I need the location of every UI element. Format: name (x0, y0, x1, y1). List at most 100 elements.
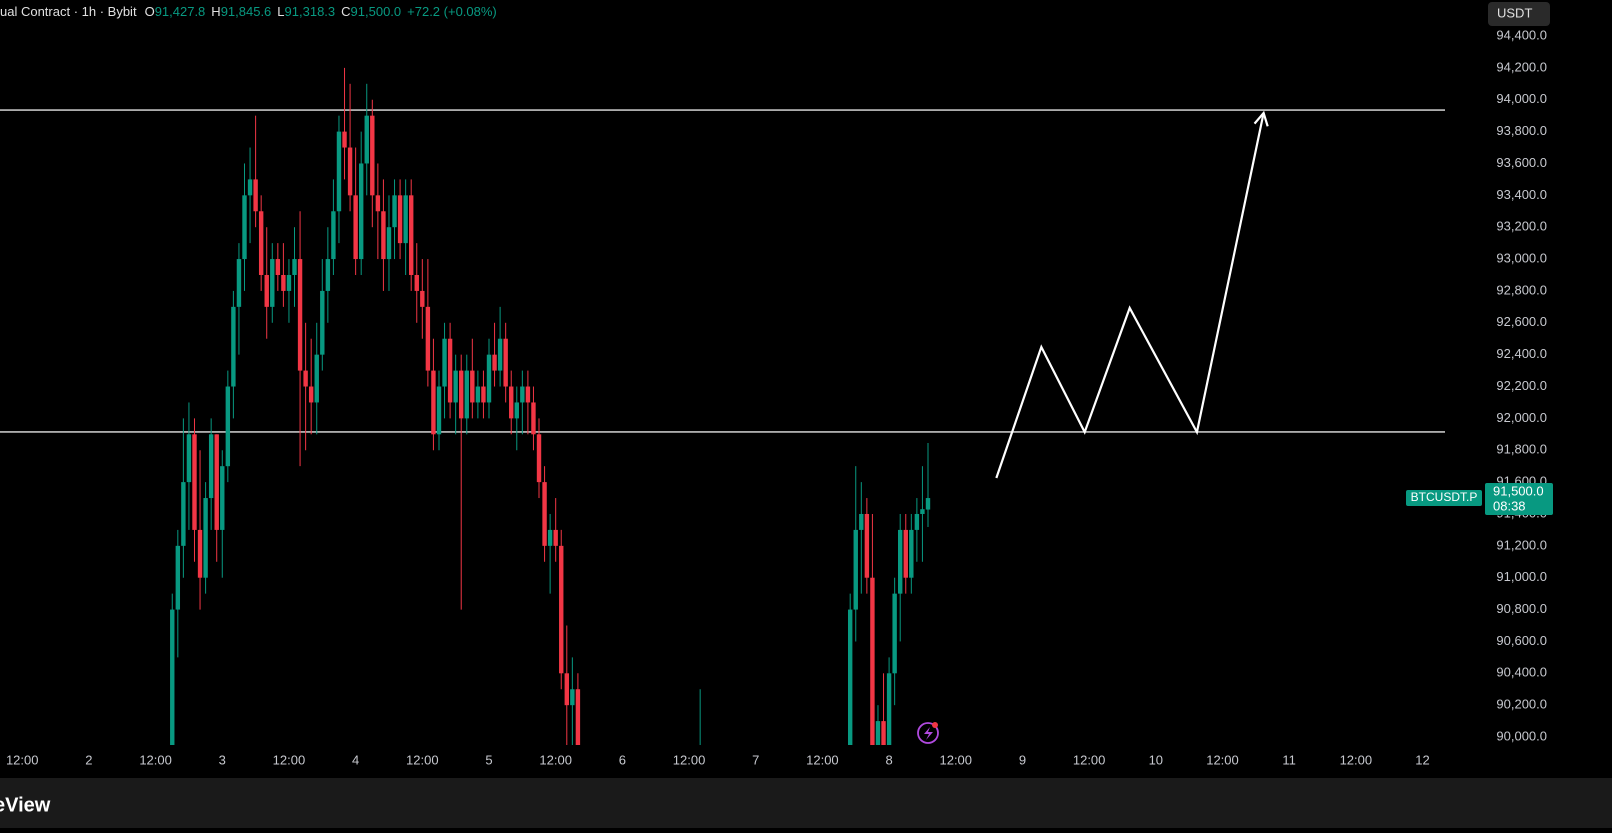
candle-body (864, 513, 870, 578)
x-tick-label: 10 (1149, 752, 1163, 767)
candle-body (170, 609, 175, 745)
candle-body (297, 259, 303, 371)
symbol-tag: BTCUSDT.P (1411, 490, 1478, 504)
header-value: 91,318.3 (285, 4, 336, 19)
candle-body (303, 370, 308, 387)
x-tick-label: 12 (1415, 752, 1429, 767)
x-tick-label: 8 (885, 752, 892, 767)
symbol-tag-box (1406, 490, 1482, 507)
candle-body (542, 482, 547, 546)
candle-body (559, 545, 564, 674)
event-icon[interactable] (917, 722, 939, 744)
footer-brand: eView (0, 794, 51, 816)
candle-body (292, 259, 297, 275)
candle-body (475, 386, 481, 403)
candle-body (442, 338, 447, 387)
candle-body (920, 509, 925, 514)
x-tick-label: 12:00 (1073, 752, 1106, 767)
x-tick-label: 12:00 (406, 752, 439, 767)
candle-body (459, 370, 464, 419)
candle-body (392, 195, 397, 228)
candle-body (347, 147, 353, 196)
header-key: O (145, 4, 155, 19)
y-tick-label: 92,600.0 (1496, 314, 1547, 329)
header: ual Contract · 1h · Bybit O91,427.8 H91,84… (0, 4, 497, 19)
candle-body (331, 211, 336, 260)
candle-body (553, 529, 558, 546)
candle-body (464, 370, 469, 419)
candle-body (453, 370, 458, 403)
projection-path (995, 112, 1265, 479)
candle-body (264, 274, 269, 307)
candle-body (886, 673, 892, 745)
y-tick-label: 93,600.0 (1496, 155, 1547, 170)
candle-body (242, 195, 247, 260)
x-tick-label: 12:00 (139, 752, 172, 767)
candle-body (470, 370, 475, 403)
x-tick-label: 2 (85, 752, 92, 767)
x-tick-label: 3 (219, 752, 226, 767)
candle-body (397, 195, 403, 244)
footer-bar (0, 778, 1612, 828)
y-tick-label: 91,000.0 (1496, 569, 1547, 584)
candle-body (503, 338, 508, 387)
candle-body (414, 274, 419, 291)
candle-body (925, 498, 931, 510)
candle-body (547, 529, 553, 546)
candle-body (525, 386, 531, 403)
candle-body (375, 195, 381, 212)
candle-body (192, 434, 197, 530)
candle-body (275, 259, 281, 275)
candle-body (536, 434, 542, 483)
y-tick-label: 90,400.0 (1496, 665, 1547, 680)
header-value: 91,427.8 (155, 4, 206, 19)
currency-box[interactable] (1488, 2, 1550, 26)
candle-body (914, 513, 920, 530)
candle-body (492, 354, 497, 371)
x-tick-label: 5 (485, 752, 492, 767)
candle-body (186, 434, 192, 483)
candle-body (342, 131, 347, 148)
x-tick-label: 9 (1019, 752, 1026, 767)
candle-body (270, 259, 275, 307)
y-tick-label: 93,400.0 (1496, 187, 1547, 202)
y-tick-label: 90,000.0 (1496, 728, 1547, 743)
arrow-head (1253, 110, 1269, 127)
y-tick-label: 94,400.0 (1496, 27, 1547, 42)
y-tick-label: 94,000.0 (1496, 91, 1547, 106)
countdown: 08:38 (1493, 498, 1526, 513)
y-tick-label: 91,200.0 (1496, 537, 1547, 552)
candle-body (247, 179, 253, 196)
y-tick-label: 90,800.0 (1496, 601, 1547, 616)
candle-body (425, 306, 431, 371)
candle-body (175, 545, 181, 610)
candle-body (358, 163, 364, 260)
candle-body (197, 529, 203, 578)
y-tick-label: 92,200.0 (1496, 378, 1547, 393)
candle-body (575, 689, 581, 745)
candle-body (481, 386, 486, 403)
y-tick-label: 92,400.0 (1496, 346, 1547, 361)
candle-body (531, 402, 536, 435)
x-tick-label: 7 (752, 752, 759, 767)
candle-body (370, 115, 375, 196)
candle-body (220, 466, 225, 530)
x-tick-label: 12:00 (6, 752, 39, 767)
header-title: ual Contract · 1h · Bybit (0, 4, 137, 19)
candle-body (325, 259, 331, 291)
y-tick-label: 91,800.0 (1496, 442, 1547, 457)
candle-body (514, 402, 519, 419)
candle-body (564, 673, 569, 706)
candle-body (286, 274, 292, 291)
candle-body (486, 354, 492, 403)
y-tick-label: 93,000.0 (1496, 250, 1547, 265)
candle-body (881, 721, 886, 745)
y-tick-label: 93,800.0 (1496, 123, 1547, 138)
candle-body (353, 195, 358, 260)
x-tick-label: 12:00 (1206, 752, 1239, 767)
candle-body (509, 386, 514, 419)
y-tick-label: 90,600.0 (1496, 633, 1547, 648)
